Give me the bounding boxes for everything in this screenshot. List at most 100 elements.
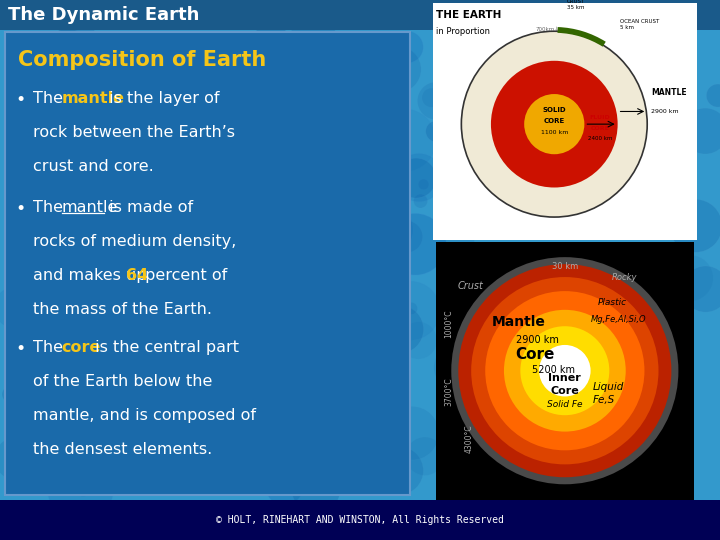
Circle shape: [492, 96, 508, 112]
Circle shape: [310, 313, 333, 336]
Text: Plastic: Plastic: [598, 298, 626, 307]
Circle shape: [297, 280, 338, 321]
Circle shape: [331, 133, 342, 144]
Text: 2900 km: 2900 km: [516, 335, 559, 345]
Circle shape: [0, 437, 38, 480]
Circle shape: [113, 301, 136, 324]
Circle shape: [247, 323, 286, 361]
Text: THE EARTH: THE EARTH: [436, 10, 501, 20]
Circle shape: [300, 235, 331, 267]
Circle shape: [491, 61, 618, 187]
Circle shape: [17, 298, 84, 366]
Text: is the layer of: is the layer of: [104, 91, 220, 106]
Circle shape: [463, 265, 499, 301]
Text: rock between the Earth’s: rock between the Earth’s: [33, 125, 235, 140]
Text: 2900 km: 2900 km: [652, 109, 679, 114]
Text: Core: Core: [551, 386, 579, 396]
Circle shape: [706, 84, 720, 107]
Text: CORE: CORE: [590, 126, 609, 131]
Text: Crust: Crust: [457, 281, 483, 292]
Circle shape: [261, 174, 330, 243]
Circle shape: [6, 319, 25, 338]
Circle shape: [289, 199, 328, 239]
Circle shape: [392, 31, 423, 63]
Circle shape: [17, 260, 42, 285]
Circle shape: [304, 329, 326, 352]
Circle shape: [244, 163, 301, 220]
Circle shape: [176, 60, 193, 78]
Circle shape: [288, 18, 339, 69]
Circle shape: [199, 245, 220, 266]
Circle shape: [253, 452, 269, 468]
Text: rocks of medium density,: rocks of medium density,: [33, 234, 236, 249]
Text: OCEAN CRUST
5 km: OCEAN CRUST 5 km: [620, 18, 659, 30]
Circle shape: [454, 289, 502, 337]
Circle shape: [93, 252, 121, 280]
Circle shape: [426, 121, 446, 142]
Circle shape: [375, 447, 423, 495]
Text: Rocky: Rocky: [612, 273, 637, 281]
Text: The Dynamic Earth: The Dynamic Earth: [8, 6, 199, 24]
Circle shape: [433, 346, 477, 389]
Circle shape: [521, 326, 609, 415]
Circle shape: [422, 88, 441, 107]
Circle shape: [148, 376, 196, 424]
Circle shape: [591, 407, 635, 450]
Circle shape: [385, 407, 439, 460]
Circle shape: [482, 426, 501, 445]
Circle shape: [451, 285, 497, 330]
Circle shape: [210, 428, 262, 479]
Circle shape: [534, 116, 567, 148]
Circle shape: [66, 221, 84, 239]
Text: The: The: [33, 91, 68, 106]
Circle shape: [253, 97, 269, 113]
Circle shape: [122, 109, 166, 152]
Circle shape: [93, 109, 117, 133]
Circle shape: [504, 413, 518, 428]
Circle shape: [67, 246, 109, 288]
Text: CONTINENTAL
CRUST
35 km: CONTINENTAL CRUST 35 km: [567, 0, 606, 10]
Circle shape: [54, 69, 85, 100]
Circle shape: [373, 260, 396, 283]
Circle shape: [497, 109, 508, 120]
Circle shape: [624, 72, 658, 106]
Text: is made of: is made of: [104, 200, 194, 215]
Text: 64: 64: [126, 268, 148, 283]
Text: in Proportion: in Proportion: [436, 27, 490, 36]
Circle shape: [449, 443, 464, 460]
Text: 2400 km: 2400 km: [588, 137, 613, 141]
Circle shape: [405, 302, 418, 315]
Circle shape: [384, 214, 446, 275]
Circle shape: [60, 82, 71, 93]
Circle shape: [652, 413, 675, 435]
Circle shape: [176, 420, 208, 451]
Text: 30 km: 30 km: [552, 262, 578, 271]
Circle shape: [301, 122, 320, 141]
Circle shape: [542, 182, 570, 209]
Text: The: The: [33, 340, 68, 355]
Circle shape: [253, 347, 271, 364]
Circle shape: [545, 395, 576, 426]
Circle shape: [396, 158, 436, 198]
Circle shape: [56, 20, 97, 60]
Circle shape: [204, 243, 254, 293]
Circle shape: [217, 64, 263, 109]
Circle shape: [89, 340, 114, 364]
Text: 1000°C: 1000°C: [444, 309, 454, 338]
Circle shape: [12, 289, 32, 309]
Circle shape: [6, 354, 40, 388]
Circle shape: [94, 238, 109, 253]
Text: core: core: [61, 340, 101, 355]
Text: crust and core.: crust and core.: [33, 159, 154, 174]
Circle shape: [121, 217, 138, 233]
Circle shape: [353, 429, 401, 477]
Text: Mantle: Mantle: [492, 314, 546, 328]
Circle shape: [102, 79, 128, 105]
Text: 700km↓: 700km↓: [535, 27, 559, 32]
Circle shape: [261, 173, 285, 197]
Circle shape: [181, 175, 224, 218]
Text: the densest elements.: the densest elements.: [33, 442, 212, 457]
Circle shape: [66, 318, 131, 383]
Bar: [0, 0, 720, 30]
Circle shape: [201, 69, 212, 80]
